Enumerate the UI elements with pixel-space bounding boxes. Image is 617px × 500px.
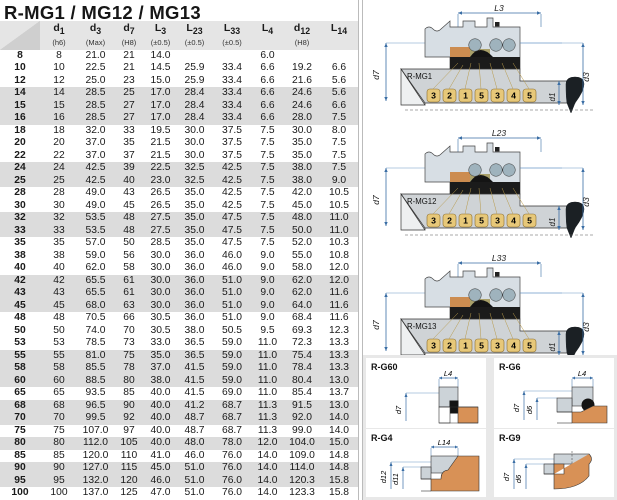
svg-text:L33: L33 — [492, 255, 506, 263]
svg-text:d6: d6 — [525, 405, 534, 414]
svg-text:R-G60: R-G60 — [371, 362, 398, 372]
svg-text:d1: d1 — [548, 93, 557, 102]
svg-text:2: 2 — [447, 91, 452, 101]
svg-text:5: 5 — [479, 91, 484, 101]
svg-text:5: 5 — [479, 341, 484, 351]
svg-text:3: 3 — [495, 216, 500, 226]
svg-text:R-MG1: R-MG1 — [407, 72, 432, 81]
svg-text:4: 4 — [511, 91, 516, 101]
svg-text:d12: d12 — [379, 470, 388, 483]
svg-text:d3: d3 — [581, 197, 591, 207]
svg-text:d1: d1 — [548, 343, 557, 352]
svg-text:3: 3 — [431, 341, 436, 351]
svg-text:3: 3 — [495, 341, 500, 351]
svg-text:L14: L14 — [438, 438, 451, 447]
svg-text:R-MG12: R-MG12 — [407, 197, 436, 206]
svg-text:d7: d7 — [502, 472, 511, 481]
svg-text:1: 1 — [463, 341, 468, 351]
svg-text:4: 4 — [511, 341, 516, 351]
svg-text:L4: L4 — [578, 369, 586, 378]
svg-text:L4: L4 — [444, 369, 452, 378]
svg-text:d3: d3 — [581, 322, 591, 332]
svg-text:d7: d7 — [512, 403, 521, 412]
svg-text:d7: d7 — [394, 405, 403, 414]
svg-text:R-G4: R-G4 — [371, 433, 393, 443]
svg-text:d11: d11 — [391, 473, 400, 485]
svg-text:d7: d7 — [371, 320, 381, 330]
svg-text:R-MG13: R-MG13 — [407, 322, 436, 331]
svg-text:d7: d7 — [371, 70, 381, 80]
svg-text:2: 2 — [447, 216, 452, 226]
svg-text:4: 4 — [511, 216, 516, 226]
svg-text:5: 5 — [527, 216, 532, 226]
svg-text:5: 5 — [479, 216, 484, 226]
svg-text:2: 2 — [447, 341, 452, 351]
svg-text:3: 3 — [431, 216, 436, 226]
svg-text:d3: d3 — [581, 72, 591, 82]
svg-text:3: 3 — [495, 91, 500, 101]
svg-text:1: 1 — [463, 216, 468, 226]
svg-text:3: 3 — [431, 91, 436, 101]
svg-text:R-G6: R-G6 — [499, 362, 521, 372]
svg-text:d6: d6 — [514, 474, 523, 483]
svg-text:d7: d7 — [371, 195, 381, 205]
svg-text:5: 5 — [527, 341, 532, 351]
svg-text:d1: d1 — [548, 218, 557, 227]
svg-text:R-G9: R-G9 — [499, 433, 521, 443]
svg-text:5: 5 — [527, 91, 532, 101]
svg-text:L23: L23 — [492, 130, 506, 138]
svg-text:1: 1 — [463, 91, 468, 101]
svg-text:L3: L3 — [494, 5, 504, 13]
